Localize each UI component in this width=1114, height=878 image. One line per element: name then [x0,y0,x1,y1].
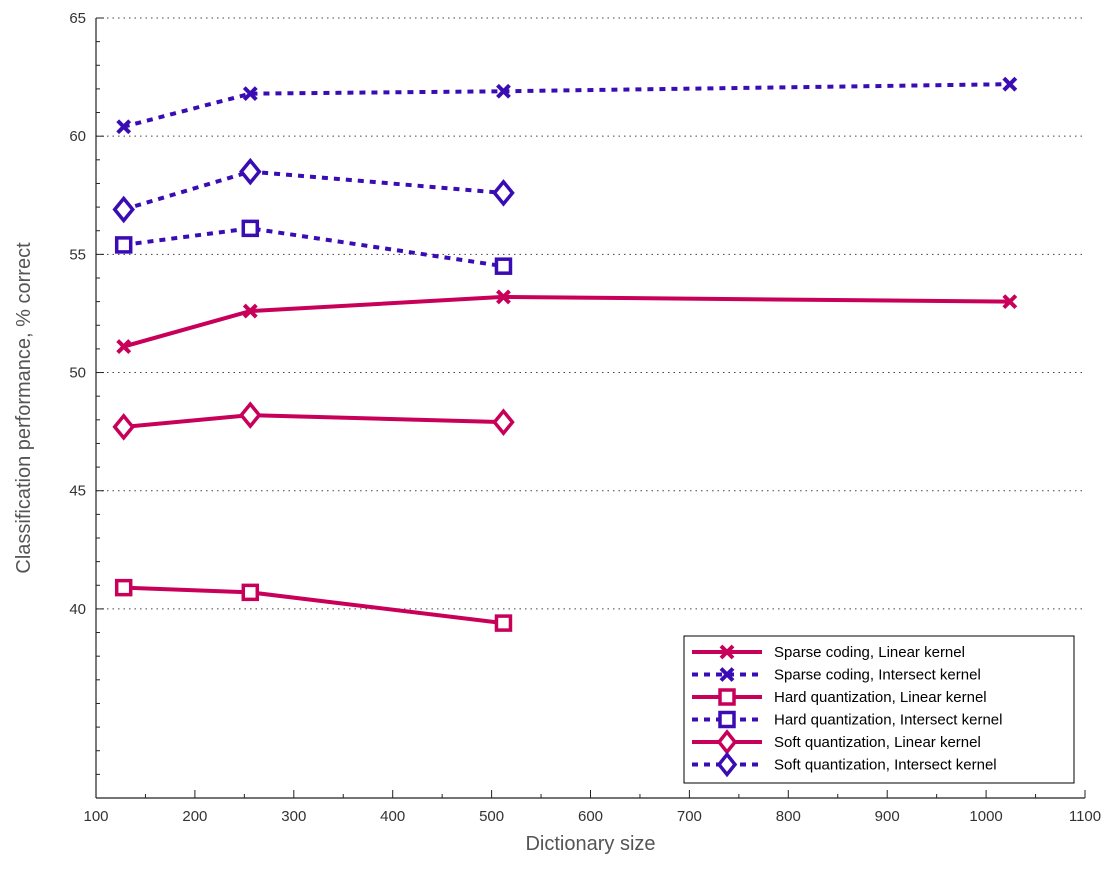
marker-stroke [116,339,132,354]
x-tick-label: 700 [677,808,702,825]
marker-stroke [116,119,132,135]
y-tick-label: 45 [69,483,86,500]
legend: Sparse coding, Linear kernel Sparse codin… [683,635,1075,784]
legend-entry: Hard quantization, Linear kernel [692,688,987,706]
data-point [241,583,260,602]
series-line [123,585,504,626]
marker-stroke [496,83,511,99]
series-line [123,169,504,212]
data-point [494,614,513,632]
x-tick-label: 400 [380,808,405,825]
data-point [496,83,511,99]
series [116,76,1018,135]
legend-label: Sparse coding, Intersect kernel [774,667,981,684]
data-point [241,219,260,238]
series [112,157,515,224]
legend-label: Sparse coding, Linear kernel [774,644,965,661]
x-tick-label: 800 [776,808,801,825]
data-point [242,303,258,319]
data-point [239,401,262,429]
legend-entry: Soft quantization, Intersect kernel [692,751,997,778]
legend-box [683,635,1075,784]
marker-stroke [719,644,735,660]
series [114,578,513,632]
data-point [116,339,132,354]
y-tick-label: 50 [69,365,86,382]
marker-stroke [1002,76,1018,92]
series [116,289,1018,354]
series-line [123,82,1010,129]
data-point [496,289,511,305]
series-line [123,413,504,429]
data-point [112,195,135,224]
x-tick-label: 600 [578,808,603,825]
x-tick-label: 1000 [969,808,1002,825]
x-tick-label: 1100 [1069,808,1101,825]
legend-entry: Sparse coding, Linear kernel [692,644,965,661]
legend-marker [719,667,735,682]
legend-marker [718,710,736,729]
data-point [492,179,515,207]
x-tick-label: 500 [479,808,504,825]
legend-entry: Sparse coding, Intersect kernel [692,667,981,684]
series-line [123,294,1010,349]
y-axis-label: Classification performance, % correct [13,242,35,574]
x-tick-label: 300 [281,808,306,825]
y-tick-label: 60 [69,128,86,145]
data-point [492,408,515,436]
data-point [1002,294,1018,310]
legend-entry: Soft quantization, Linear kernel [692,729,981,755]
axes: 40 45 50 55 60 65 100 200 300 400 500 600 700 800 900 1… [69,10,1101,825]
data-point [242,86,258,102]
marker-stroke [496,289,511,305]
data-point [239,157,262,186]
y-tick-label: 55 [69,246,86,263]
data-point [494,257,513,275]
marker-stroke [242,303,258,319]
data-point [114,578,133,597]
marker-stroke [242,86,258,102]
legend-label: Soft quantization, Intersect kernel [774,757,997,774]
data-point [112,413,135,441]
x-tick-label: 900 [875,808,900,825]
marker-stroke [719,667,735,682]
legend-marker [716,751,738,778]
y-tick-label: 40 [69,601,86,618]
marker-stroke [1002,294,1018,310]
legend-label: Hard quantization, Linear kernel [774,689,987,706]
x-tick-label: 100 [83,808,108,825]
x-tick-label: 200 [182,808,207,825]
x-axis-label: Dictionary size [525,833,655,855]
legend-label: Hard quantization, Intersect kernel [774,712,1002,729]
data-point [116,119,132,135]
series [114,219,513,275]
series-line [123,226,504,269]
data-point [1002,76,1018,92]
series-group [112,76,1018,632]
legend-entry: Hard quantization, Intersect kernel [692,710,1002,729]
legend-marker [719,644,735,660]
y-tick-label: 65 [69,10,86,27]
legend-marker [718,688,736,706]
legend-label: Soft quantization, Linear kernel [774,734,981,751]
series [112,401,515,441]
data-point [114,236,133,254]
